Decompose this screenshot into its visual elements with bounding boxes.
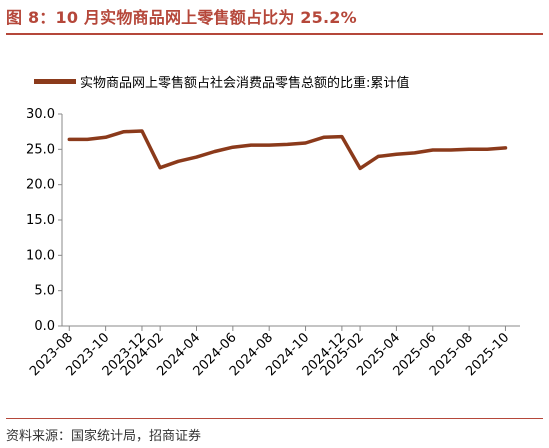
- legend-label: 实物商品网上零售额占社会消费品零售总额的比重:累计值: [80, 76, 410, 91]
- figure-title: 图 8：10 月实物商品网上零售额占比为 25.2%: [6, 8, 357, 27]
- chart-legend: 实物商品网上零售额占社会消费品零售总额的比重:累计值: [34, 72, 409, 91]
- y-tick-label: 25.0: [26, 142, 55, 157]
- y-tick-label: 15.0: [26, 213, 55, 228]
- y-tick-label: 0.0: [34, 319, 55, 334]
- y-tick-label: 5.0: [34, 284, 55, 299]
- series-line-0: [67, 129, 508, 171]
- footer-divider: [6, 418, 543, 419]
- legend-swatch: [34, 79, 76, 84]
- title-divider: [6, 33, 543, 35]
- y-tick-label: 10.0: [26, 248, 55, 263]
- y-tick-label: 30.0: [26, 107, 55, 122]
- source-note: 资料来源：国家统计局，招商证券: [6, 429, 202, 444]
- line-chart: 0.05.010.015.020.025.030.02023-082023-10…: [26, 107, 520, 379]
- y-tick-label: 20.0: [26, 178, 55, 193]
